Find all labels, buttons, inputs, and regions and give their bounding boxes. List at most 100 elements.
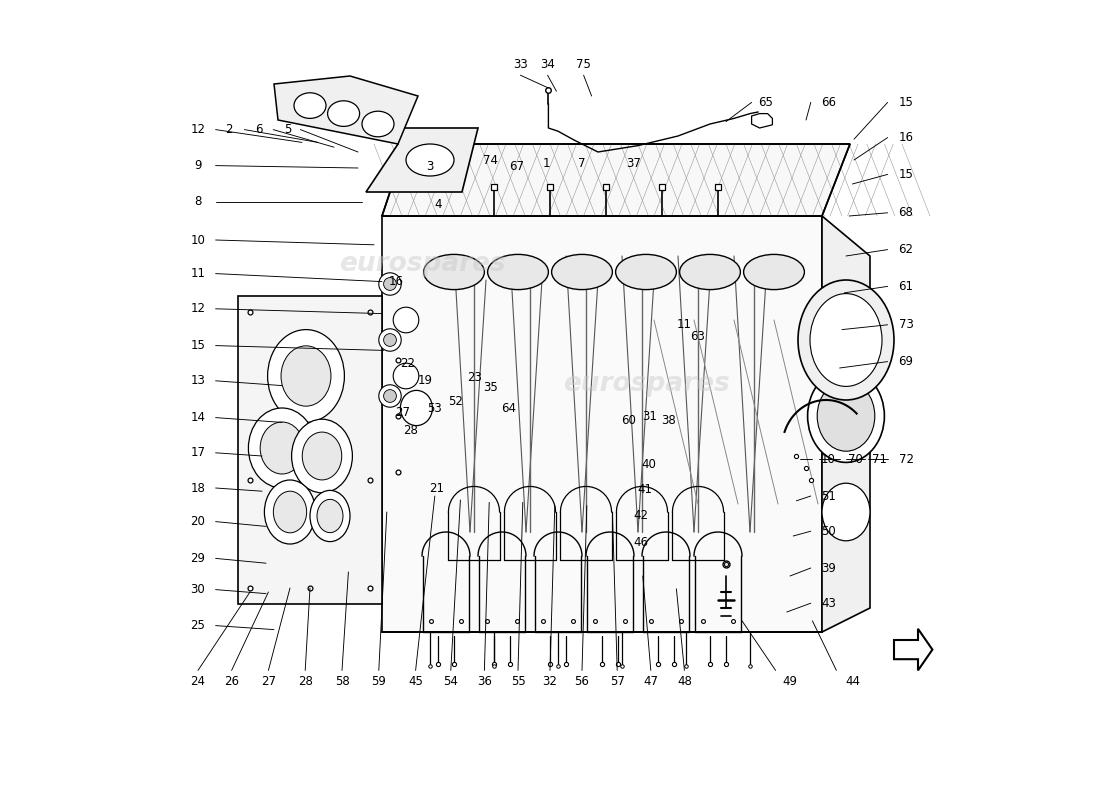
Ellipse shape [384,278,396,290]
Text: 67: 67 [509,160,524,173]
Text: 11: 11 [190,267,206,280]
Ellipse shape [810,294,882,386]
Text: 19: 19 [418,374,432,387]
Text: 12: 12 [190,302,206,315]
Ellipse shape [424,254,484,290]
Polygon shape [382,144,850,216]
Ellipse shape [317,499,343,533]
Text: 72: 72 [899,453,913,466]
Text: 15: 15 [899,168,913,181]
Text: 33: 33 [513,58,528,70]
Text: 29: 29 [190,552,206,565]
Ellipse shape [798,280,894,400]
Text: 34: 34 [540,58,556,70]
Text: 8: 8 [195,195,201,208]
Text: 23: 23 [468,371,482,384]
Text: 43: 43 [821,597,836,610]
Text: 59: 59 [372,675,386,688]
Text: 3: 3 [427,160,433,173]
Text: 13: 13 [190,374,206,387]
Text: 5: 5 [284,123,292,136]
Ellipse shape [362,111,394,137]
Text: 14: 14 [190,411,206,424]
Text: 41: 41 [637,483,652,496]
Text: 47: 47 [644,675,658,688]
Text: 70: 70 [848,453,864,466]
Ellipse shape [294,93,326,118]
Text: 64: 64 [500,402,516,414]
Text: 15: 15 [190,339,206,352]
Ellipse shape [822,483,870,541]
Text: 51: 51 [821,490,836,502]
Ellipse shape [393,363,419,389]
Text: 32: 32 [542,675,558,688]
Text: 27: 27 [395,406,410,419]
Text: 35: 35 [483,381,498,394]
Text: 38: 38 [661,414,675,427]
Text: 66: 66 [821,96,836,109]
Text: 63: 63 [690,330,705,342]
Text: 2: 2 [224,123,232,136]
Polygon shape [238,296,382,604]
Text: 45: 45 [408,675,424,688]
Text: 60: 60 [621,414,636,427]
Ellipse shape [274,491,307,533]
Ellipse shape [378,273,402,295]
Text: 4: 4 [434,198,442,210]
Text: 55: 55 [510,675,526,688]
Ellipse shape [551,254,613,290]
Text: 37: 37 [626,157,640,170]
Text: 18: 18 [190,482,206,494]
Ellipse shape [261,422,304,474]
Ellipse shape [807,370,884,462]
Text: 28: 28 [404,424,418,437]
Polygon shape [382,216,822,632]
Text: 22: 22 [400,357,415,370]
Text: 56: 56 [574,675,590,688]
Ellipse shape [249,408,316,488]
Text: 69: 69 [899,355,913,368]
Text: eurospares: eurospares [339,251,505,277]
Text: 71: 71 [872,453,887,466]
Ellipse shape [406,144,454,176]
Text: 21: 21 [429,482,444,494]
Text: 40: 40 [641,458,657,470]
Polygon shape [894,629,933,670]
Ellipse shape [280,346,331,406]
Text: 44: 44 [845,675,860,688]
Text: 53: 53 [428,402,442,414]
Text: 62: 62 [899,243,913,256]
Ellipse shape [616,254,676,290]
Ellipse shape [744,254,804,290]
Text: 50: 50 [821,525,836,538]
Text: 1: 1 [543,157,550,170]
Text: 54: 54 [443,675,459,688]
Text: 75: 75 [576,58,591,70]
Polygon shape [751,114,772,128]
Ellipse shape [378,385,402,407]
Text: 36: 36 [477,675,492,688]
Text: 42: 42 [634,509,649,522]
Text: 61: 61 [899,280,913,293]
Text: 65: 65 [759,96,773,109]
Text: 73: 73 [899,318,913,331]
Ellipse shape [264,480,316,544]
Text: eurospares: eurospares [562,371,729,397]
Ellipse shape [310,490,350,542]
Text: 16: 16 [389,275,404,288]
Text: 10: 10 [821,453,836,466]
Text: 27: 27 [261,675,276,688]
Text: 7: 7 [579,157,585,170]
Text: 11: 11 [676,318,692,331]
Ellipse shape [487,254,549,290]
Text: 30: 30 [190,583,206,596]
Text: 31: 31 [641,410,657,422]
Ellipse shape [292,419,352,493]
Ellipse shape [302,432,342,480]
Text: 20: 20 [190,515,206,528]
Text: 39: 39 [821,562,836,574]
Text: 9: 9 [195,159,201,172]
Ellipse shape [817,381,874,451]
Text: 26: 26 [224,675,239,688]
Text: 16: 16 [899,131,913,144]
